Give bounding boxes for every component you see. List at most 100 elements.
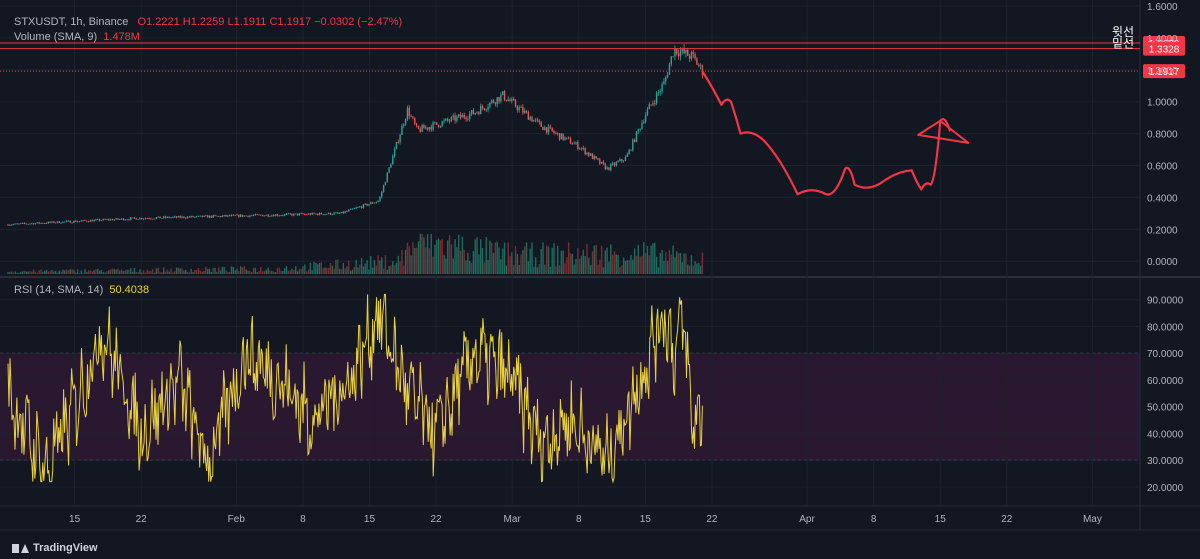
hand-drawn-projection — [701, 70, 970, 196]
volume-bar — [577, 248, 579, 274]
candle-body — [294, 213, 297, 215]
volume-bar — [505, 265, 508, 274]
volume-bar — [115, 269, 117, 274]
price-marker-tag — [1143, 41, 1185, 56]
volume-bar — [93, 270, 95, 274]
candle-body — [626, 154, 628, 157]
volume-bar — [670, 254, 672, 274]
candle-body — [186, 216, 189, 219]
candle-body — [505, 99, 508, 102]
volume-bar — [600, 245, 603, 274]
volume-bar — [370, 256, 372, 274]
volume-bar — [327, 267, 330, 274]
candle-body — [448, 120, 451, 122]
candle-body — [582, 147, 585, 149]
volume-bar — [234, 270, 236, 274]
candle-body — [76, 221, 79, 223]
volume-bar — [599, 259, 601, 274]
volume-bar — [518, 264, 520, 274]
candle-body — [40, 222, 42, 224]
volume-bar — [390, 265, 392, 274]
volume-bar — [564, 263, 566, 274]
volume-bar — [375, 265, 377, 274]
volume-bar — [381, 257, 383, 274]
candle-body — [283, 214, 286, 216]
volume-bar — [164, 271, 167, 274]
candle-body — [109, 219, 112, 221]
volume-bar — [439, 240, 442, 274]
candle-body — [115, 218, 117, 220]
candle-body — [91, 220, 93, 222]
rsi-tick-label: 40.0000 — [1147, 429, 1184, 440]
volume-bar — [503, 242, 506, 274]
volume-bar — [157, 267, 159, 274]
time-tick-label: 15 — [69, 514, 81, 525]
volume-bar — [302, 266, 304, 274]
volume-bar — [137, 272, 139, 274]
volume-bar — [38, 270, 40, 274]
volume-bar — [117, 268, 119, 274]
volume-bar — [624, 260, 627, 274]
tradingview-logo[interactable]: TradingView — [12, 542, 98, 554]
volume-bar — [472, 251, 475, 274]
volume-bar — [307, 269, 310, 274]
volume-bar — [331, 265, 334, 274]
volume-bar — [274, 272, 277, 274]
candle-body — [558, 133, 561, 140]
candle-body — [577, 142, 579, 149]
volume-bar — [31, 271, 33, 274]
candle-body — [205, 215, 207, 217]
price-series — [7, 44, 704, 226]
volume-bar — [582, 249, 585, 274]
candle-body — [106, 219, 108, 221]
price-tick-label: 0.6000 — [1147, 162, 1178, 173]
candle-body — [560, 133, 563, 140]
candle-body — [344, 211, 346, 214]
volume-bar — [562, 250, 564, 274]
candle-body — [302, 213, 304, 215]
candle-body — [531, 117, 533, 122]
volume-bar — [534, 257, 537, 274]
volume-bar — [291, 268, 293, 274]
volume-bar — [338, 269, 341, 274]
volume-bar — [404, 249, 407, 274]
candle-body — [192, 216, 194, 218]
candle-body — [591, 153, 594, 160]
time-tick-label: 15 — [935, 514, 947, 525]
candle-body — [71, 222, 73, 224]
candle-body — [7, 224, 9, 226]
volume-bar — [542, 242, 544, 274]
volume-bar — [661, 250, 663, 274]
candle-body — [491, 100, 493, 103]
volume-bar — [25, 271, 28, 274]
candle-body — [480, 106, 482, 115]
volume-bar — [313, 261, 315, 274]
candle-body — [65, 220, 68, 222]
candle-body — [122, 218, 125, 221]
volume-bar — [635, 255, 638, 274]
candle-body — [425, 127, 427, 129]
volume-bar — [485, 236, 487, 274]
candle-body — [452, 115, 454, 118]
candle-body — [25, 223, 28, 225]
candle-body — [324, 214, 326, 215]
candle-body — [152, 218, 154, 220]
volume-bar — [349, 270, 352, 274]
candle-body — [300, 213, 302, 215]
candle-body — [659, 91, 661, 93]
volume-bar — [672, 245, 674, 274]
volume-bar — [261, 271, 264, 274]
volume-bar — [397, 255, 399, 274]
candle-body — [454, 115, 456, 121]
candle-body — [665, 77, 667, 82]
candle-body — [203, 215, 205, 217]
candle-body — [549, 126, 552, 128]
volume-bar — [692, 265, 694, 274]
candle-body — [615, 162, 618, 166]
candle-body — [56, 221, 59, 223]
volume-bar — [685, 253, 687, 274]
volume-bar — [423, 237, 425, 274]
candle-body — [450, 117, 453, 122]
volume-bar — [445, 258, 447, 274]
